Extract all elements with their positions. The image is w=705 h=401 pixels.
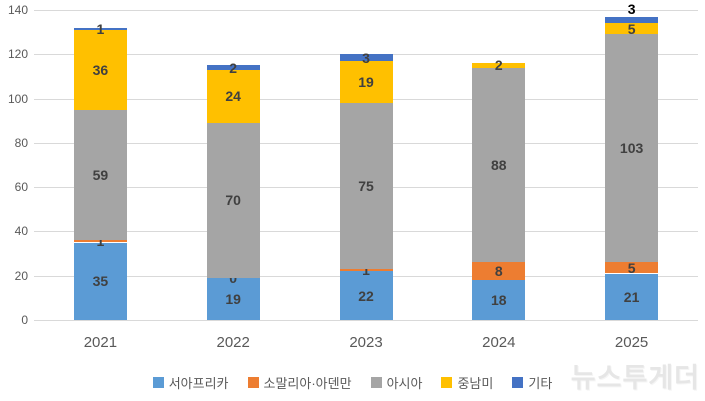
gridline	[34, 320, 698, 321]
legend-item-somalia-aden: 소말리아·아덴만	[247, 373, 352, 392]
bar-segment-asia-2023	[339, 103, 393, 270]
legend-label: 중남미	[457, 376, 494, 391]
legend-swatch	[247, 377, 259, 388]
bar-segment-west-africa-2021	[73, 242, 127, 320]
chart-legend: 서아프리카 소말리아·아덴만 아시아 중남미 기타	[0, 373, 705, 392]
bar-segment-somalia-aden-2025	[605, 262, 659, 274]
x-axis-label-2025: 2025	[614, 334, 649, 351]
x-axis-label-2021: 2021	[83, 334, 118, 351]
y-axis-tick-label: 140	[7, 3, 28, 17]
bar-segment-latin-america-2023	[339, 60, 393, 103]
bar-segment-others-2021	[73, 27, 127, 30]
y-axis-tick-label: 120	[7, 47, 28, 62]
legend-swatch	[152, 377, 164, 388]
legend-label: 서아프리카	[168, 376, 229, 391]
x-axis-label-2022: 2022	[216, 334, 250, 351]
bar-segment-latin-america-2021	[73, 29, 127, 110]
legend-swatch	[512, 377, 524, 388]
bar-segment-west-africa-2022	[206, 277, 260, 320]
bar-segment-latin-america-2024	[472, 63, 526, 68]
bar-segment-latin-america-2022	[206, 69, 260, 123]
bar-segment-somalia-aden-2024	[472, 262, 526, 281]
y-axis-tick-label: 40	[14, 224, 28, 239]
bar-segment-west-africa-2024	[472, 280, 526, 320]
legend-item-west-africa: 서아프리카	[152, 373, 229, 392]
legend-item-asia: 아시아	[370, 373, 423, 392]
legend-label: 소말리아·아덴만	[263, 376, 352, 391]
legend-swatch	[370, 377, 382, 388]
bar-segment-others-2023	[339, 54, 393, 61]
legend-label: 아시아	[386, 376, 423, 391]
bar-segment-somalia-aden-2023	[339, 269, 393, 272]
y-axis-tick-label: 20	[14, 268, 28, 283]
bar-segment-others-2022	[206, 65, 260, 70]
bar-segment-asia-2022	[206, 122, 260, 278]
data-label-others-2025: 3	[627, 0, 636, 17]
bar-segment-somalia-aden-2021	[73, 240, 127, 243]
bar-segment-west-africa-2025	[605, 273, 659, 320]
y-axis-tick-label: 100	[7, 91, 28, 106]
x-axis-label-2023: 2023	[349, 334, 383, 351]
legend-item-latin-america: 중남미	[441, 373, 493, 392]
gridline	[34, 10, 698, 11]
bar-segment-asia-2021	[73, 109, 127, 241]
bar-segment-latin-america-2025	[605, 23, 659, 35]
y-axis-tick-label: 0	[21, 313, 28, 327]
legend-item-others: 기타	[512, 373, 552, 392]
bar-segment-asia-2024	[472, 67, 526, 263]
legend-label: 기타	[528, 376, 553, 391]
bar-segment-others-2025	[605, 16, 659, 24]
legend-swatch	[441, 377, 453, 388]
y-axis-tick-label: 60	[14, 180, 28, 195]
watermark: 뉴스투게더	[570, 363, 700, 393]
bar-segment-west-africa-2023	[339, 271, 393, 320]
x-axis-label-2024: 2024	[482, 334, 516, 351]
bar-segment-asia-2025	[605, 34, 659, 263]
y-axis-tick-label: 80	[14, 135, 28, 150]
